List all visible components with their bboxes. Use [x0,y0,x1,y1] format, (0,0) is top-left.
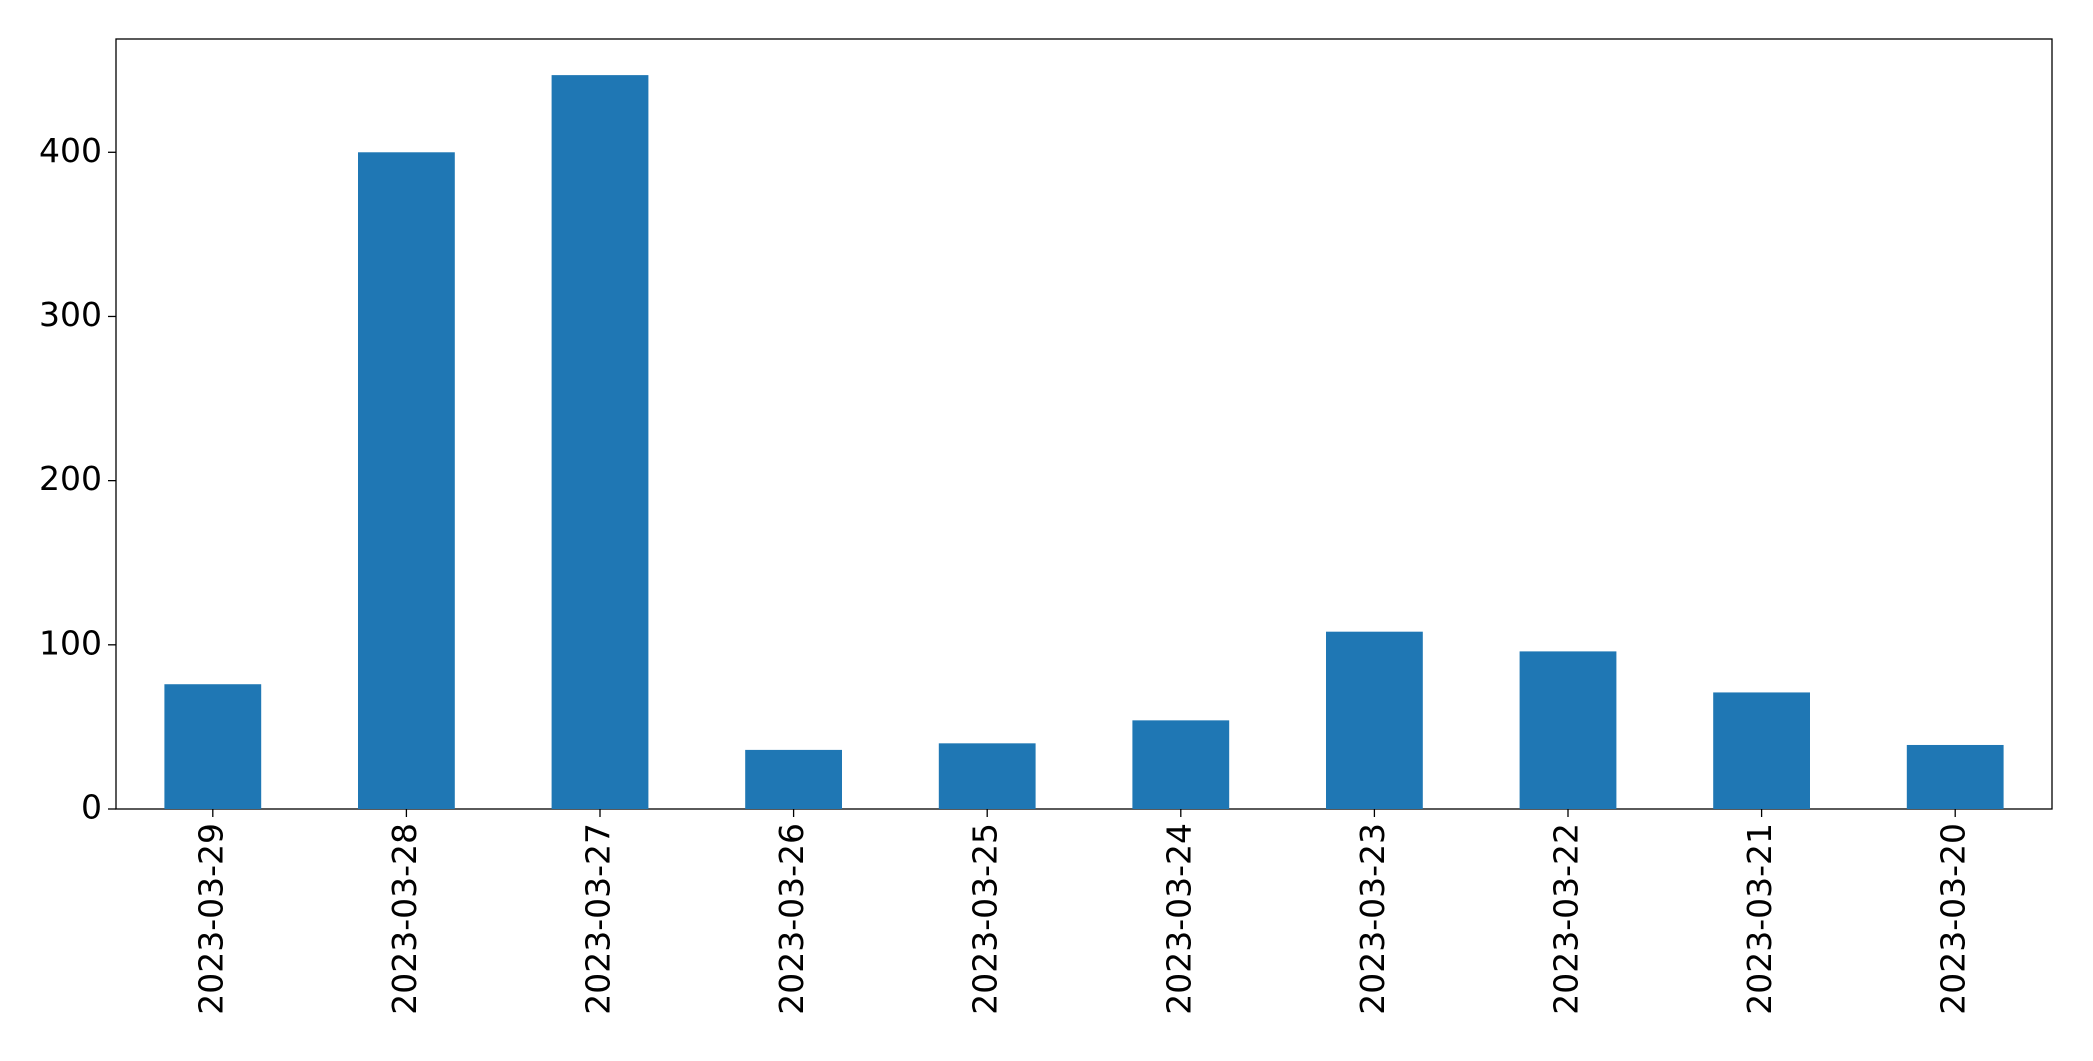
y-tick-label: 400 [39,131,102,170]
bar [745,749,842,809]
x-tick-label: 2023-03-26 [772,823,811,1015]
bar [551,75,649,810]
x-tick-label: 2023-03-24 [1159,823,1198,1015]
bar [164,684,262,809]
bar [1519,651,1617,809]
plot-frame [115,38,2053,810]
x-tick-label: 2023-03-23 [1353,823,1392,1015]
bar [1132,720,1230,809]
x-tick-label: 2023-03-21 [1740,823,1779,1015]
x-tick-label: 2023-03-27 [579,823,618,1015]
bar [1906,744,2004,809]
x-tick-label: 2023-03-20 [1934,823,1973,1015]
x-tick-label: 2023-03-29 [191,823,230,1015]
x-tick-label: 2023-03-25 [966,823,1005,1015]
y-tick-label: 300 [39,295,102,334]
y-tick-label: 0 [81,788,102,827]
x-tick-label: 2023-03-28 [385,823,424,1015]
bar [1713,692,1810,809]
x-tick-label: 2023-03-22 [1547,823,1586,1015]
bar [358,152,455,810]
y-tick-label: 200 [39,459,102,498]
bar [1326,631,1423,809]
y-tick-label: 100 [39,623,102,662]
bar [938,743,1036,809]
